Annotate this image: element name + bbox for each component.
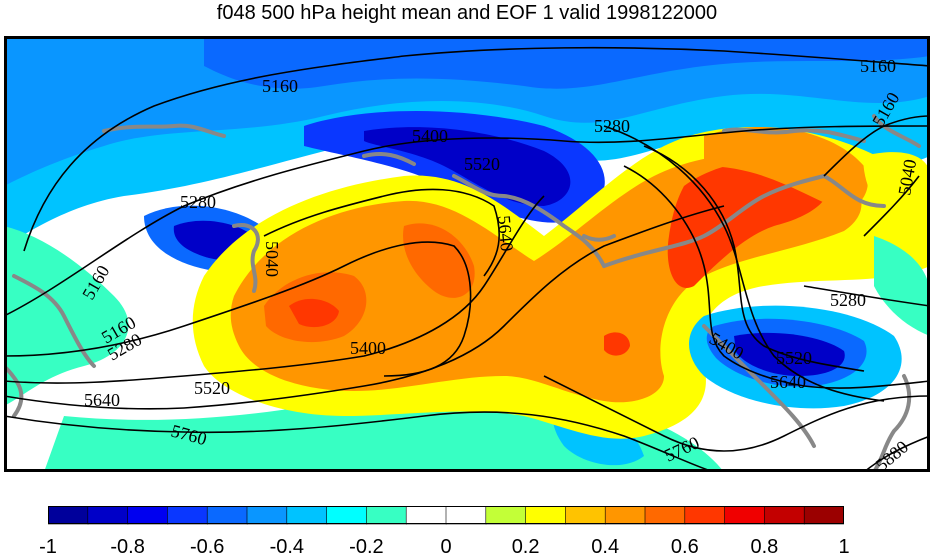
- contour-label: 5640: [494, 215, 517, 253]
- contour-5160: [23, 46, 930, 252]
- contour-5040-east: [863, 175, 920, 237]
- contour-label: 5520: [464, 154, 500, 174]
- contour-label: 5640: [84, 390, 120, 410]
- contour-5280: [4, 125, 930, 317]
- colorbar-cell: [206, 506, 248, 525]
- colorbar-tick-label: -0.4: [269, 536, 305, 558]
- colorbar-cell: [48, 506, 89, 525]
- contour-label: 5400: [412, 126, 448, 146]
- contour-label: 5520: [194, 378, 230, 398]
- contour-5640: [4, 205, 725, 410]
- contour-5400: [4, 241, 472, 377]
- eof-map: 5160 5160 5160 5280 5280 5040 5040 5400 …: [4, 36, 930, 472]
- contour-5520-a: [4, 195, 545, 384]
- colorbar-tick-label: 0.4: [591, 536, 620, 558]
- colorbar-tick-label: 1: [838, 536, 850, 558]
- contour-5760-east: [543, 375, 930, 452]
- contour-labels: 5160 5160 5160 5280 5280 5040 5040 5400 …: [78, 56, 920, 472]
- map-title: f048 500 hPa height mean and EOF 1 valid…: [216, 2, 718, 24]
- height-contours: [4, 46, 930, 472]
- colorbar-tick-label: 0.6: [670, 536, 699, 558]
- contour-label: 5160: [860, 56, 896, 76]
- colorbar-cell: [604, 506, 646, 525]
- colorbar-cell: [246, 506, 288, 525]
- colorbar-cell: [445, 506, 487, 525]
- shade-trough-darkblue: [364, 127, 571, 206]
- shade-east-yellow: [863, 152, 930, 236]
- map-frame: [4, 36, 930, 472]
- contour-label: 5040: [262, 241, 282, 277]
- contour-label: 5520: [776, 348, 812, 368]
- colorbar-cell: [644, 506, 686, 525]
- contour-5280-east: [803, 285, 930, 307]
- colorbar-cell: [87, 506, 129, 525]
- colorbar-cell: [565, 506, 607, 525]
- contour-label: 5280: [594, 116, 630, 136]
- contour-5400-east: [623, 165, 930, 389]
- colorbar-tick-label: 0: [440, 536, 452, 558]
- colorbar-cell: [326, 506, 368, 525]
- shade-cyan-east: [874, 236, 930, 336]
- colorbar-cell: [405, 506, 447, 525]
- shade-small-red: [604, 332, 630, 356]
- colorbar-tick-label: 0.8: [750, 536, 779, 558]
- shade-north-strongblue: [204, 36, 930, 89]
- contour-label: 5280: [180, 192, 216, 212]
- colorbar-cell: [167, 506, 209, 525]
- colorbar-tick-label: -0.6: [189, 536, 225, 558]
- colorbar-cell: [803, 506, 844, 525]
- colorbar-tick-label: -1: [39, 536, 57, 558]
- shade-east-orange: [704, 127, 868, 211]
- shade-ridge-red-west: [289, 298, 339, 328]
- contour-label: 5400: [350, 338, 386, 358]
- colorbar-tick-label: -0.8: [110, 536, 145, 558]
- colorbar-cell: [724, 506, 766, 525]
- contour-5760: [4, 411, 715, 472]
- contour-5040: [263, 188, 500, 277]
- colorbar-cell: [525, 506, 567, 525]
- contour-label: 5640: [770, 372, 806, 392]
- colorbar: [48, 506, 844, 525]
- contour-5880: [863, 435, 930, 472]
- colorbar-frame: [48, 506, 844, 524]
- colorbar-cell: [286, 506, 328, 525]
- colorbar-tick-label: 0.2: [511, 536, 540, 558]
- colorbar-cell: [366, 506, 407, 525]
- colorbar-cell: [684, 506, 726, 525]
- colorbar-cell: [485, 506, 527, 525]
- colorbar-cell: [764, 506, 806, 525]
- colorbar-tick-label: -0.2: [349, 536, 384, 558]
- contour-label: 5160: [262, 76, 298, 96]
- contour-label: 5280: [830, 290, 866, 310]
- contour-5640-east: [603, 125, 885, 402]
- contour-5520-east: [643, 145, 865, 372]
- colorbar-cell: [127, 506, 169, 525]
- contour-5160-east: [823, 115, 930, 177]
